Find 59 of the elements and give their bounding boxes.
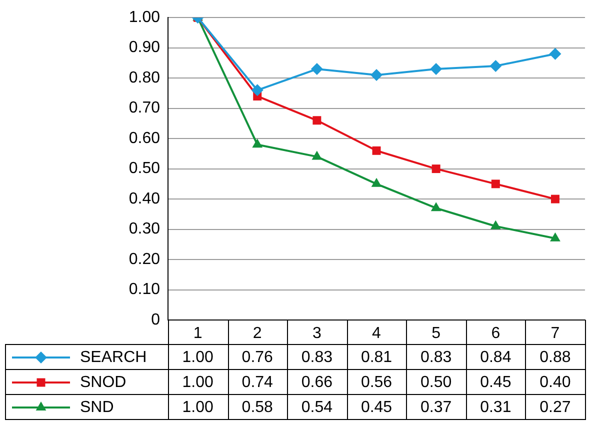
data-label: 1.00: [182, 348, 214, 366]
y-tick-label: 0.90: [128, 39, 160, 56]
point: [251, 84, 264, 96]
x-tick-label: 1: [193, 325, 202, 342]
data-label: 0.66: [301, 374, 333, 391]
legend-label: SNOD: [80, 374, 126, 391]
point: [490, 60, 502, 72]
point: [491, 180, 500, 188]
data-label: 0.45: [480, 374, 512, 391]
point: [372, 146, 381, 155]
legend-label: SEARCH: [80, 348, 147, 366]
data-label: 0.76: [242, 348, 274, 366]
data-label: 0.54: [301, 398, 333, 416]
x-tick-label: 6: [491, 325, 500, 342]
y-tick-label: 0.10: [128, 281, 160, 298]
data-label: 1.00: [182, 374, 214, 391]
point: [430, 202, 442, 212]
data-label: 0.31: [480, 398, 512, 416]
y-tick-label: 0: [151, 311, 160, 328]
x-tick-label: 4: [372, 325, 382, 342]
data-label: 0.58: [242, 398, 274, 416]
legend-label: SND: [80, 398, 114, 416]
data-label: 0.37: [420, 398, 452, 416]
y-tick-label: 0.50: [128, 160, 160, 178]
data-label: 1.00: [182, 398, 214, 416]
x-tick-label: 5: [432, 325, 441, 342]
y-tick-label: 0.20: [128, 250, 160, 268]
data-label: 0.81: [360, 348, 392, 366]
x-tick-label: 3: [312, 325, 322, 342]
y-tick-label: 0.60: [128, 130, 160, 147]
point: [312, 116, 322, 125]
point: [550, 232, 560, 242]
data-label: 0.88: [540, 348, 571, 366]
y-tick-label: 0.80: [128, 69, 160, 86]
point: [310, 63, 323, 76]
data-label: 0.45: [360, 398, 392, 416]
point: [432, 164, 440, 174]
data-label: 0.40: [540, 374, 571, 391]
data-label: 0.84: [480, 348, 512, 366]
point: [312, 150, 322, 160]
point: [370, 69, 382, 82]
data-label: 0.74: [242, 374, 274, 391]
point: [252, 138, 263, 148]
data-label: 0.83: [420, 348, 452, 366]
y-tick-label: 0.30: [128, 220, 160, 238]
y-tick-label: 0.40: [128, 190, 160, 208]
y-tick-label: 1.00: [128, 9, 160, 26]
point: [549, 48, 562, 60]
data-label: 0.56: [360, 374, 392, 391]
x-tick-label: 2: [252, 325, 262, 342]
data-label: 0.50: [420, 374, 452, 391]
point: [371, 178, 382, 187]
x-tick-label: 7: [550, 325, 560, 342]
data-label: 0.83: [301, 348, 333, 366]
y-tick-label: 0.70: [128, 100, 160, 117]
point: [430, 63, 442, 76]
point: [550, 194, 560, 204]
point: [490, 220, 501, 230]
data-label: 0.27: [540, 398, 571, 416]
